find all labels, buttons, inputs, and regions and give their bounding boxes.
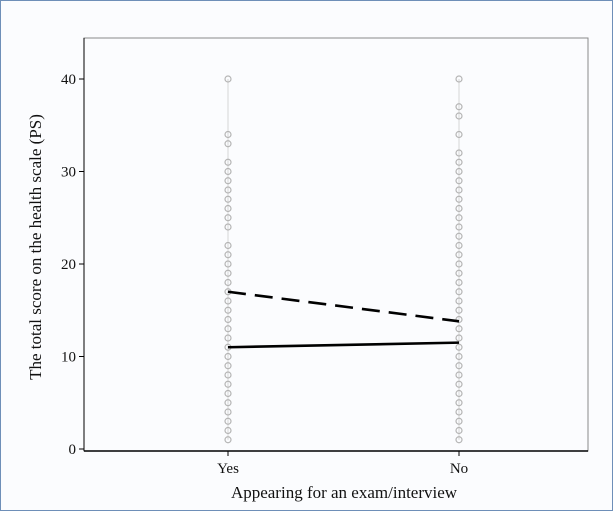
data-point-no (455, 288, 463, 296)
data-point-yes (224, 186, 232, 194)
data-point-no (455, 269, 463, 277)
data-point-yes (224, 177, 232, 185)
data-point-no (455, 352, 463, 361)
plot-area (83, 37, 589, 452)
data-point-no (455, 214, 463, 222)
data-point-yes (224, 417, 232, 425)
data-point-yes (224, 269, 232, 277)
data-point-no (455, 177, 463, 185)
data-point-yes (224, 362, 232, 370)
data-point-no (455, 186, 463, 194)
data-point-no (455, 204, 463, 213)
data-point-no (455, 149, 463, 157)
data-point-yes (224, 352, 232, 361)
data-point-yes (224, 158, 232, 166)
data-point-no (455, 315, 463, 324)
data-point-yes (224, 278, 232, 287)
data-point-yes (224, 371, 232, 379)
data-point-yes (224, 408, 232, 416)
data-point-yes (224, 195, 232, 203)
data-point-no (455, 251, 463, 259)
data-point-yes (224, 260, 232, 268)
series-line-dashed (227, 290, 460, 323)
data-point-no (455, 371, 463, 379)
data-point-no (455, 380, 463, 388)
data-point-no (455, 167, 463, 176)
data-point-no (455, 195, 463, 203)
data-point-no (455, 278, 463, 287)
data-point-yes (224, 251, 232, 259)
data-point-yes (224, 130, 232, 139)
data-point-no (455, 306, 463, 314)
data-point-yes (224, 75, 232, 83)
data-point-yes (224, 167, 232, 176)
data-point-no (455, 343, 463, 351)
x-tick-label: Yes (217, 461, 239, 477)
x-tick-label: No (450, 461, 468, 477)
data-point-yes (224, 214, 232, 222)
data-point-no (455, 325, 463, 333)
data-point-yes (224, 426, 232, 435)
data-point-yes (224, 297, 232, 305)
data-point-no (455, 362, 463, 370)
data-point-yes (224, 306, 232, 314)
data-point-no (455, 297, 463, 305)
y-axis-title: The total score on the health scale (PS) (26, 114, 45, 380)
y-tick-label: 40 (61, 72, 76, 88)
data-point-yes (224, 140, 232, 148)
data-point-yes (224, 380, 232, 388)
data-point-no (455, 158, 463, 166)
data-point-no (455, 334, 463, 342)
y-tick-label: 0 (69, 442, 77, 458)
data-point-yes (224, 204, 232, 213)
lines-layer (227, 290, 460, 349)
data-point-yes (224, 241, 232, 250)
data-point-no (455, 408, 463, 416)
data-point-yes (224, 315, 232, 324)
y-tick-label: 30 (61, 165, 76, 181)
data-point-no (455, 103, 463, 111)
y-tick-label: 10 (61, 350, 76, 366)
data-point-no (455, 426, 463, 435)
data-point-no (455, 389, 463, 398)
plot-box (83, 37, 589, 452)
data-point-no (455, 75, 463, 83)
points-layer (224, 75, 463, 444)
data-point-no (455, 130, 463, 139)
data-point-no (455, 112, 463, 120)
data-point-no (455, 399, 463, 407)
data-point-yes (224, 399, 232, 407)
data-point-no (455, 417, 463, 425)
data-point-yes (224, 436, 232, 444)
data-point-no (455, 436, 463, 444)
y-tick-label: 20 (61, 257, 76, 273)
data-point-yes (224, 325, 232, 333)
data-point-no (455, 260, 463, 268)
data-point-no (455, 223, 463, 231)
x-axis-title: Appearing for an exam/interview (231, 483, 458, 502)
data-point-yes (224, 334, 232, 342)
data-point-no (455, 241, 463, 250)
data-point-yes (224, 389, 232, 398)
axes-layer: 0 10 20 30 40 Yes No (61, 38, 588, 477)
data-point-yes (224, 223, 232, 231)
series-line-solid (227, 341, 460, 349)
data-point-no (455, 232, 463, 240)
